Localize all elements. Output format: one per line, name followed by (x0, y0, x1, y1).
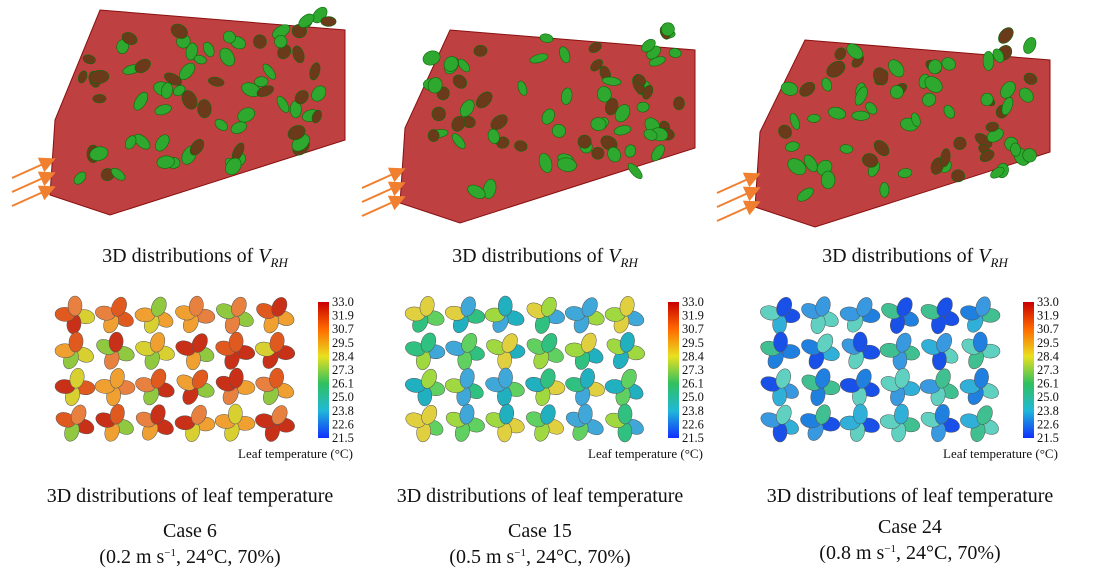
colorbar-tick: 31.9 (1037, 309, 1059, 323)
colorbar-tick: 29.5 (682, 336, 704, 350)
colorbar-tick: 21.5 (1037, 431, 1059, 445)
conditions: (0.5 m s−1, 24°C, 70%) (449, 546, 630, 568)
airflow-arrow (717, 189, 757, 207)
airflow-arrow (12, 188, 52, 206)
colorbar-tick: 31.9 (682, 309, 704, 323)
colorbar (668, 302, 679, 438)
leaf (951, 170, 964, 182)
leaf (93, 94, 106, 103)
conditions-end: , 24°C, 70%) (176, 546, 281, 568)
caption: 3D distributions of leaf temperature (767, 485, 1054, 507)
colorbar-tick: 29.5 (332, 336, 354, 350)
leaf-temp (498, 296, 513, 316)
colorbar (318, 302, 329, 438)
conditions-start: (0.2 m s (99, 546, 164, 568)
conditions-end: , 24°C, 70%) (896, 542, 1001, 564)
leaf (254, 76, 268, 86)
leaf (1021, 35, 1038, 55)
colorbar-tick: 33.0 (1037, 295, 1059, 309)
leaf-temp (973, 332, 988, 352)
conditions-sup: −1 (514, 547, 526, 559)
conditions: (0.2 m s−1, 24°C, 70%) (99, 546, 280, 568)
caption-text: 3D distributions of (452, 245, 608, 267)
leaf (428, 129, 439, 141)
colorbar-tick: 21.5 (332, 431, 354, 445)
colorbar-tick: 30.7 (332, 322, 354, 336)
airflow-arrow (12, 160, 52, 178)
colorbar-tick: 28.4 (682, 349, 705, 363)
leaf-temp (618, 404, 632, 424)
panel: 3D distributions of VRH33.031.930.729.52… (362, 20, 705, 568)
colorbar-tick: 26.1 (1037, 377, 1059, 391)
colorbar-tick: 26.1 (682, 377, 704, 391)
case-label: Case 6 (163, 520, 217, 542)
leaf (880, 182, 889, 197)
airflow-arrow (362, 198, 402, 216)
colorbar-tick: 23.8 (1037, 404, 1059, 418)
caption-sub: RH (270, 255, 289, 270)
colorbar-tick: 28.4 (332, 349, 355, 363)
colorbar-tick: 27.3 (332, 363, 354, 377)
airflow-arrow (717, 175, 757, 193)
conditions-sup: −1 (164, 547, 176, 559)
caption: 3D distributions of VRH (102, 245, 288, 270)
caption-text: 3D distributions of (822, 245, 978, 267)
colorbar-tick: 31.9 (332, 309, 354, 323)
colorbar-tick: 21.5 (682, 431, 704, 445)
leaf (673, 97, 684, 110)
colorbar-label: Leaf temperature (°C) (943, 446, 1058, 461)
leaf-temp (853, 332, 867, 352)
leaf (321, 16, 336, 26)
panel: 3D distributions of VRH33.031.930.729.52… (12, 4, 355, 568)
caption: 3D distributions of VRH (452, 245, 638, 270)
case-label: Case 15 (508, 520, 572, 542)
airflow-arrow (12, 174, 52, 192)
leaf (821, 171, 835, 189)
colorbar-tick: 27.3 (1037, 363, 1059, 377)
colorbar-tick: 33.0 (332, 295, 354, 309)
colorbar-tick: 25.0 (1037, 390, 1059, 404)
colorbar (1023, 302, 1034, 438)
colorbar-tick: 23.8 (682, 404, 704, 418)
colorbar-tick: 29.5 (1037, 336, 1059, 350)
colorbar-tick: 22.6 (332, 417, 354, 431)
panel: 3D distributions of VRH33.031.930.729.52… (717, 25, 1060, 564)
caption-sub: RH (990, 255, 1009, 270)
caption: 3D distributions of leaf temperature (397, 485, 684, 507)
caption: 3D distributions of VRH (822, 245, 1008, 270)
colorbar-tick: 33.0 (682, 295, 704, 309)
leaf (852, 111, 870, 121)
conditions: (0.8 m s−1, 24°C, 70%) (819, 542, 1000, 564)
colorbar-tick: 23.8 (332, 404, 354, 418)
caption-sub: RH (620, 255, 639, 270)
colorbar-tick: 27.3 (682, 363, 704, 377)
colorbar-tick: 22.6 (1037, 417, 1059, 431)
leaf (995, 25, 1016, 46)
figure: 3D distributions of VRH33.031.930.729.52… (0, 0, 1096, 579)
colorbar-label: Leaf temperature (°C) (238, 446, 353, 461)
airflow-arrow (717, 203, 757, 221)
case-label: Case 24 (878, 516, 942, 538)
colorbar-tick: 25.0 (332, 390, 354, 404)
caption-text: 3D distributions of (102, 245, 258, 267)
colorbar-tick: 30.7 (682, 322, 704, 336)
colorbar-tick: 30.7 (1037, 322, 1059, 336)
conditions-start: (0.8 m s (819, 542, 884, 564)
conditions-sup: −1 (884, 543, 896, 555)
caption: 3D distributions of leaf temperature (47, 485, 334, 507)
leaf-temp (68, 296, 82, 316)
colorbar-label: Leaf temperature (°C) (588, 446, 703, 461)
colorbar-tick: 22.6 (682, 417, 704, 431)
colorbar-tick: 26.1 (332, 377, 354, 391)
leaf (983, 51, 994, 70)
conditions-end: , 24°C, 70%) (526, 546, 631, 568)
colorbar-tick: 28.4 (1037, 349, 1060, 363)
colorbar-tick: 25.0 (682, 390, 704, 404)
airflow-arrow (362, 170, 402, 188)
airflow-arrow (362, 184, 402, 202)
conditions-start: (0.5 m s (449, 546, 514, 568)
